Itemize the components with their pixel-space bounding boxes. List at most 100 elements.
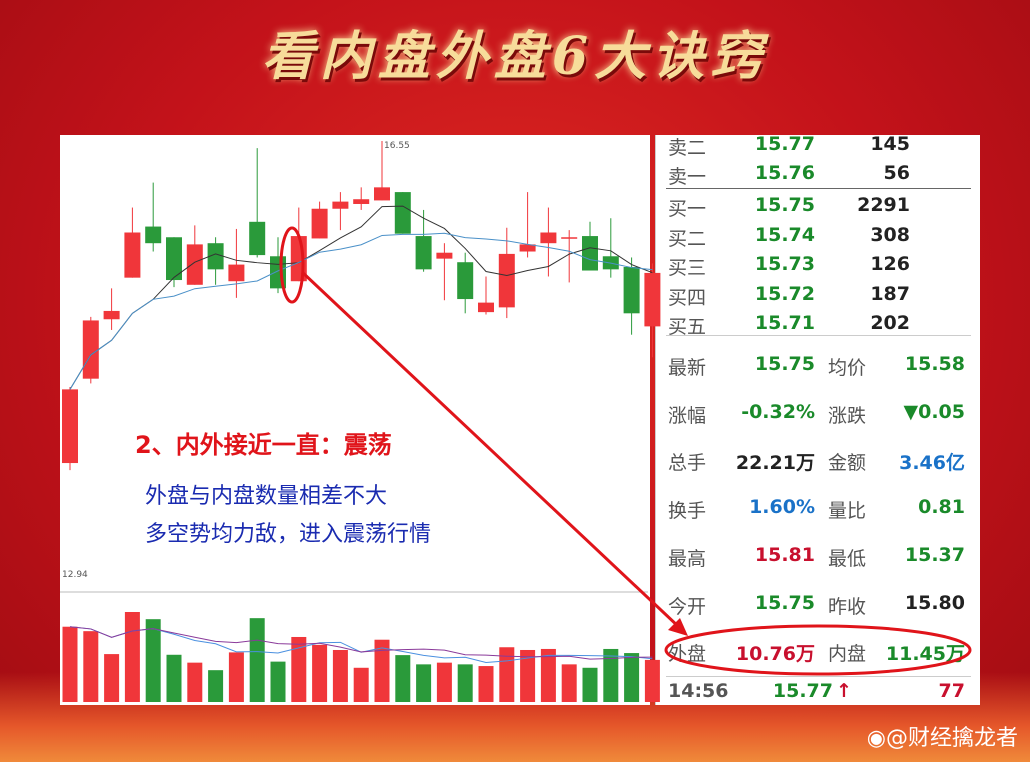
stat-value: ▼0.05 [903, 400, 966, 423]
watermark: ◉@财经擒龙者 [867, 720, 1018, 752]
stat-value: -0.32% [741, 400, 815, 423]
bid-qty: 308 [870, 223, 910, 246]
volume-bar [644, 659, 660, 702]
volume-bar [561, 664, 577, 702]
ma10-line [69, 232, 653, 390]
candle-body [62, 389, 78, 464]
bid-qty: 187 [870, 282, 910, 305]
weibo-icon: ◉ [866, 726, 886, 751]
page-title: 看内盘外盘6大诀窍 [261, 26, 769, 87]
candle-body [623, 266, 640, 314]
candle-body [332, 201, 349, 209]
tick-price: 15.77 [772, 680, 833, 702]
quote-panel: 卖二 15.77 145 卖一 15.76 56 买一 15.75 2291 买二 15.74 308… [655, 133, 980, 708]
tick-row: 14:56 15.77 ↑ 77 [668, 680, 973, 708]
volume-bar [124, 612, 140, 702]
volume-bar [270, 661, 286, 702]
stat-label: 昨收 [828, 595, 867, 618]
candle-body [374, 187, 390, 201]
volume-bar [416, 664, 432, 702]
stat-value: 15.80 [904, 591, 965, 614]
volume-bar [374, 639, 390, 702]
volume-ma10-line [69, 626, 653, 660]
candle-body [436, 252, 453, 259]
candle-body [166, 237, 182, 281]
bid-qty: 126 [870, 253, 910, 276]
up-arrow-icon: ↑ [836, 680, 852, 702]
watermark-text: @财经擒龙者 [885, 726, 1018, 751]
volume-bar [353, 667, 369, 702]
bid-price: 15.71 [754, 312, 815, 335]
candle-body [457, 262, 474, 300]
volume-bar [208, 670, 224, 702]
volume-bar [520, 649, 536, 702]
volume-bar [540, 648, 556, 702]
candle-body [478, 302, 494, 313]
bid-row: 买三 15.73 126 [668, 253, 973, 281]
stat-value: 3.46亿 [899, 452, 965, 475]
annotation-line-2: 多空势均力敌，进入震荡行情 [145, 522, 432, 547]
stat-label: 均价 [828, 357, 867, 379]
bid-row: 买二 15.74 308 [668, 224, 973, 252]
candle-body [124, 232, 141, 278]
ma5-line [69, 205, 653, 390]
ask-price: 15.76 [754, 162, 815, 184]
stat-value: 22.21万 [735, 452, 815, 475]
low-price-label: 12.94 [62, 570, 88, 580]
candle-body [353, 199, 370, 204]
stat-row: 最高 15.81 最低 15.37 [668, 544, 973, 572]
stats-divider [666, 335, 971, 336]
volume-bar [187, 662, 203, 702]
ask-label: 卖二 [668, 137, 707, 159]
candle-body [249, 221, 266, 256]
stat-value: 15.75 [754, 591, 815, 614]
bid-price: 15.73 [754, 253, 815, 276]
tick-divider [666, 676, 971, 677]
stat-label: 最低 [828, 547, 867, 570]
candle-body [644, 272, 661, 327]
candle-body [82, 320, 99, 379]
volume-bar [312, 644, 328, 702]
stat-label: 量比 [828, 500, 867, 523]
candle-body [582, 236, 598, 271]
candle-body [561, 237, 578, 239]
candle-body [415, 236, 432, 270]
ask-qty: 56 [883, 162, 910, 184]
bid-price: 15.72 [754, 282, 815, 305]
candle-body [519, 244, 536, 252]
volume-bar [436, 662, 452, 702]
bid-price: 15.75 [754, 194, 815, 216]
candle-body [498, 253, 515, 308]
volume-bar [603, 648, 619, 702]
ask-row: 卖一 15.76 56 [668, 162, 973, 190]
high-price-label: 16.55 [384, 141, 410, 151]
candle-body [290, 236, 307, 282]
volume-bar [582, 667, 598, 702]
ask-qty: 145 [870, 133, 910, 155]
book-divider [666, 188, 971, 189]
tick-time: 14:56 [668, 680, 729, 702]
tick-qty: 77 [938, 680, 965, 702]
volume-bar [624, 653, 640, 702]
bid-qty: 202 [870, 312, 910, 335]
candle-body [145, 226, 162, 244]
bid-price: 15.74 [754, 223, 815, 246]
candle-body [311, 208, 328, 239]
ask-label: 卖一 [668, 166, 707, 188]
stat-row: 换手 1.60% 量比 0.81 [668, 496, 973, 524]
stat-value: 0.81 [918, 496, 965, 519]
stat-row: 涨幅 -0.32% 涨跌 ▼0.05 [668, 401, 973, 429]
ask-row: 卖二 15.77 145 [668, 133, 973, 161]
candle-body [394, 192, 411, 234]
candle-body [540, 232, 557, 244]
stat-label: 涨跌 [828, 404, 867, 427]
volume-bar [62, 626, 78, 702]
bid-qty: 2291 [857, 194, 910, 216]
volume-bar [83, 631, 99, 702]
stat-label: 金额 [828, 452, 867, 475]
candle-body [228, 264, 245, 282]
candle-body [207, 243, 224, 270]
candle-body [103, 310, 120, 320]
volume-bar [457, 664, 473, 702]
